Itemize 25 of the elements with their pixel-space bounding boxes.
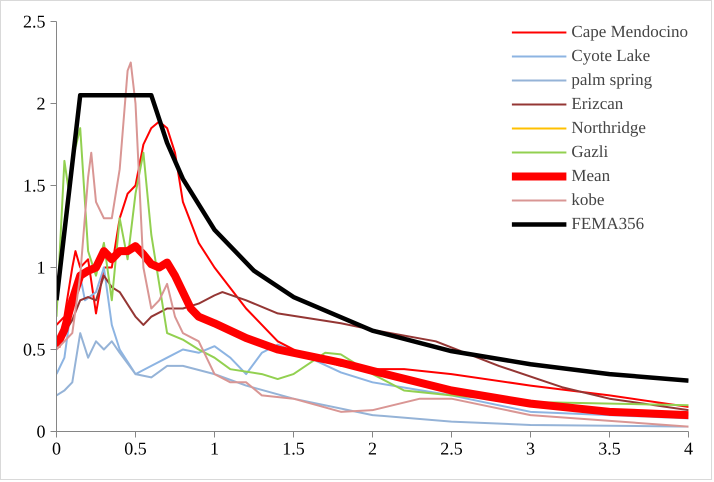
- x-tick-label: 1.5: [282, 438, 305, 458]
- x-tick-label: 4: [684, 438, 693, 458]
- x-tick-label: 3.5: [598, 438, 621, 458]
- x-tick-label: 0: [52, 438, 61, 458]
- y-tick-label: 0: [36, 422, 46, 442]
- x-tick-label: 2: [368, 438, 377, 458]
- legend-label: Cyote Lake: [571, 45, 650, 67]
- y-tick-label: 1.5: [23, 176, 46, 196]
- legend-label: FEMA356: [571, 213, 644, 235]
- x-tick-label: 3: [526, 438, 535, 458]
- legend-label: palm spring: [571, 69, 652, 91]
- x-tick-label: 0.5: [124, 438, 147, 458]
- y-tick-label: 2.5: [23, 12, 46, 32]
- y-tick-label: 2: [36, 94, 46, 114]
- y-tick-label: 0.5: [23, 340, 46, 360]
- legend-label: Northridge: [571, 117, 646, 139]
- x-tick-label: 2.5: [440, 438, 463, 458]
- legend-label: kobe: [571, 189, 604, 211]
- legend-label: Gazli: [571, 141, 608, 163]
- legend-label: Mean: [571, 165, 610, 187]
- y-tick-label: 1: [36, 258, 46, 278]
- legend-label: Erizcan: [571, 93, 624, 115]
- x-tick-label: 1: [210, 438, 219, 458]
- legend-label: Cape Mendocino: [571, 21, 688, 43]
- line-series: [56, 93, 688, 383]
